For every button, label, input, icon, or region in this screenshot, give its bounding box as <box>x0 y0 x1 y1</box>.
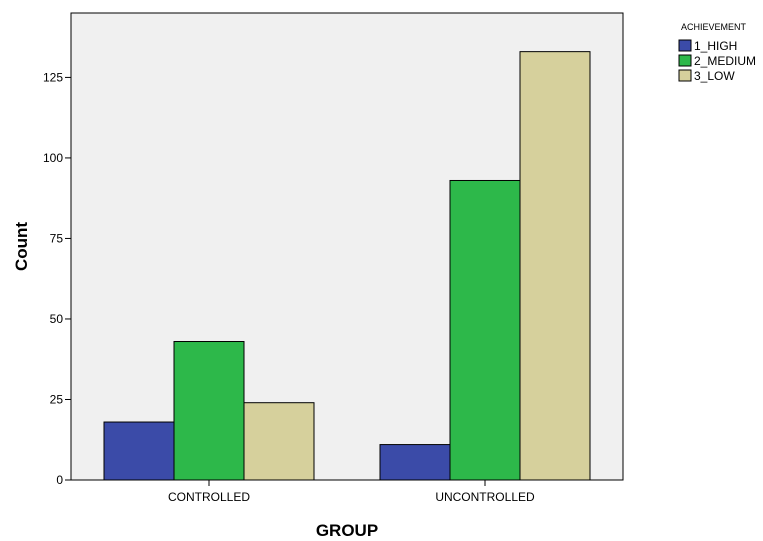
legend-title: ACHIEVEMENT <box>681 22 747 32</box>
y-axis: 0 25 50 75 100 125 <box>43 70 71 487</box>
x-axis-title: GROUP <box>316 521 378 540</box>
legend-swatch-1-high <box>678 39 692 52</box>
bar-3-low-controlled <box>243 402 315 481</box>
bars-group <box>103 51 591 481</box>
legend-label: 1_HIGH <box>694 39 737 53</box>
bar-2-medium-controlled <box>173 341 245 481</box>
y-tick-label: 25 <box>50 392 64 406</box>
bar-1-high-uncontrolled <box>379 444 451 481</box>
legend-label: 3_LOW <box>694 69 735 83</box>
legend-swatch-3-low <box>678 69 692 82</box>
bar-1-high-controlled <box>103 421 175 481</box>
legend-label: 2_MEDIUM <box>694 54 756 68</box>
x-axis: CONTROLLED UNCONTROLLED <box>168 480 535 504</box>
x-tick-label-controlled: CONTROLLED <box>168 490 250 504</box>
x-tick-label-uncontrolled: UNCONTROLLED <box>435 490 535 504</box>
bar-2-medium-uncontrolled <box>449 179 521 481</box>
legend-swatch-2-medium <box>678 54 692 67</box>
y-tick-label: 125 <box>43 70 63 84</box>
y-axis-title: Count <box>12 222 31 271</box>
y-tick-label: 0 <box>56 473 63 487</box>
bar-3-low-uncontrolled <box>519 51 591 481</box>
y-tick-label: 75 <box>50 231 64 245</box>
y-tick-label: 100 <box>43 151 63 165</box>
y-tick-label: 50 <box>50 312 64 326</box>
